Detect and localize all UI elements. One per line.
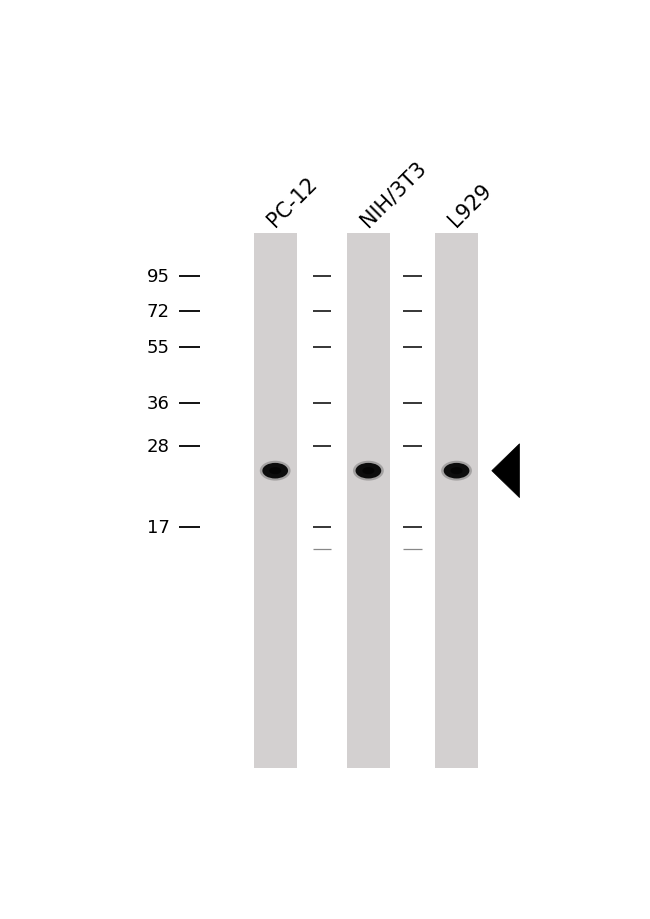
Ellipse shape [260, 461, 291, 481]
Bar [435, 234, 478, 768]
Text: 72: 72 [146, 303, 170, 321]
Ellipse shape [450, 468, 463, 475]
Text: PC-12: PC-12 [263, 174, 321, 231]
Text: 28: 28 [146, 437, 170, 456]
Ellipse shape [269, 468, 281, 475]
Text: NIH/3T3: NIH/3T3 [357, 157, 430, 231]
Text: 55: 55 [146, 338, 170, 357]
Ellipse shape [356, 463, 382, 479]
Ellipse shape [353, 461, 384, 481]
Polygon shape [492, 444, 519, 498]
Bar [254, 234, 296, 768]
Ellipse shape [263, 463, 288, 479]
Text: 36: 36 [146, 395, 170, 413]
Ellipse shape [444, 463, 469, 479]
Text: L929: L929 [445, 180, 495, 231]
Bar [347, 234, 390, 768]
Ellipse shape [363, 468, 374, 475]
Text: 17: 17 [146, 519, 170, 537]
Ellipse shape [441, 461, 472, 481]
Text: 95: 95 [146, 267, 170, 286]
